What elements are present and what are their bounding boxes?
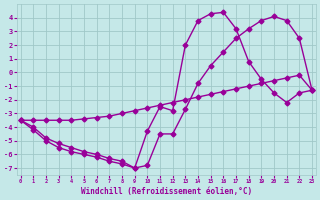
X-axis label: Windchill (Refroidissement éolien,°C): Windchill (Refroidissement éolien,°C) [81,187,252,196]
